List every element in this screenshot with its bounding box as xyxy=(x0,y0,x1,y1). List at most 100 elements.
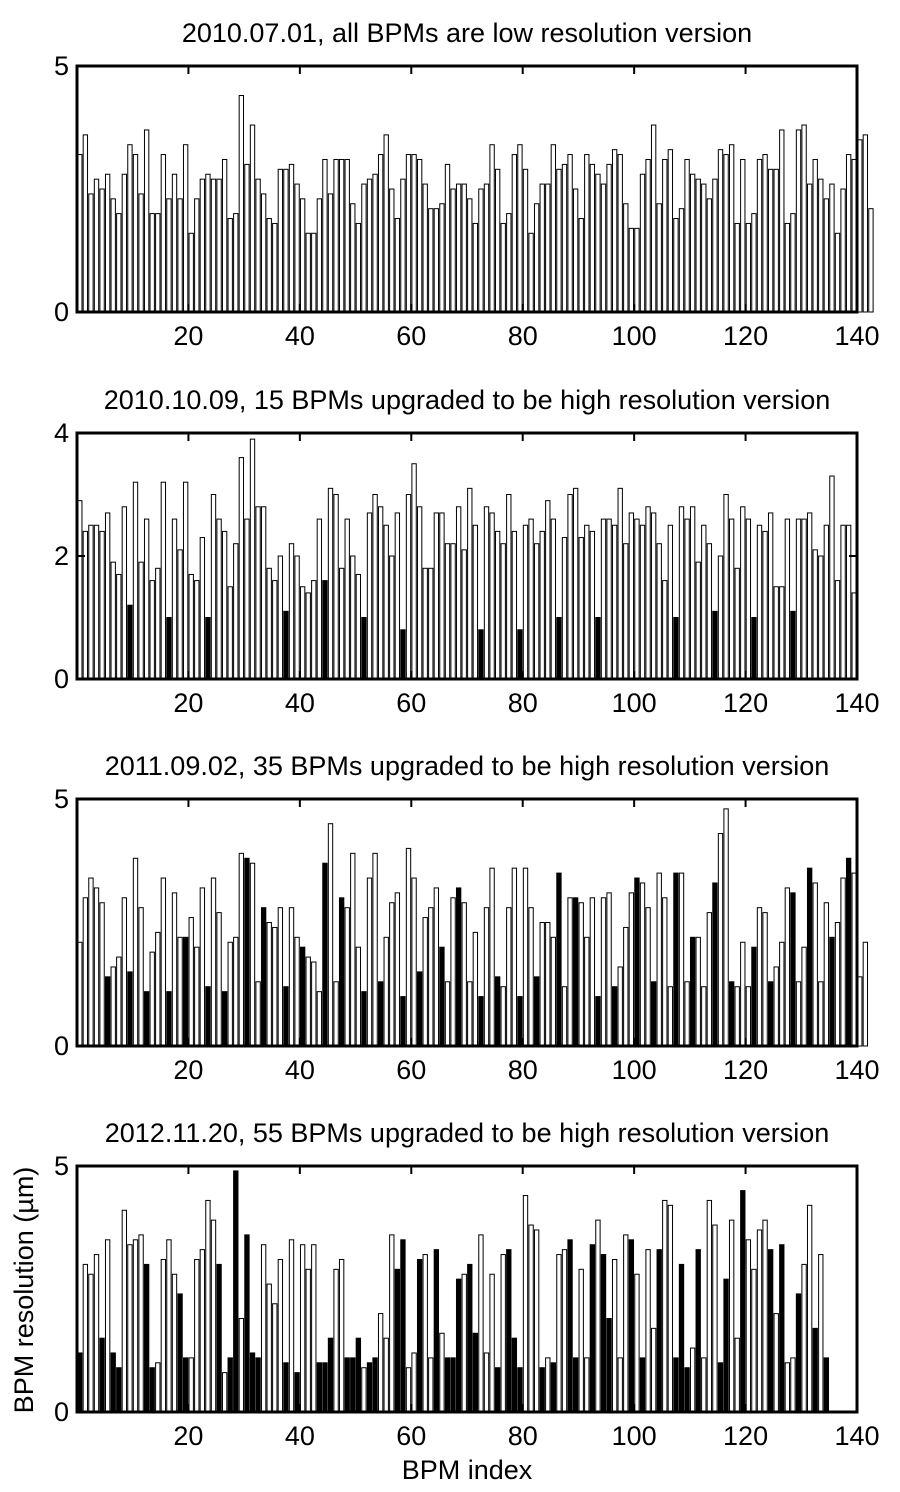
bar-low-resolution-bpm xyxy=(678,872,685,1047)
bar-high-resolution-bpm xyxy=(127,604,133,680)
bar-high-resolution-bpm xyxy=(812,1327,818,1413)
bar-low-resolution-bpm xyxy=(533,203,540,313)
bar-high-resolution-bpm xyxy=(416,1258,423,1413)
bar-low-resolution-bpm xyxy=(205,173,211,313)
bar-low-resolution-bpm xyxy=(361,183,367,313)
bar-low-resolution-bpm xyxy=(177,549,183,680)
bar-low-resolution-bpm xyxy=(840,877,846,1047)
x-tick-label: 100 xyxy=(612,688,657,718)
bar-low-resolution-bpm xyxy=(316,518,323,680)
bar-low-resolution-bpm xyxy=(712,178,718,313)
bar-low-resolution-bpm xyxy=(422,1254,428,1413)
bar-high-resolution-bpm xyxy=(350,1357,356,1413)
bar-low-resolution-bpm xyxy=(439,203,445,313)
bar-low-resolution-bpm xyxy=(82,1263,89,1413)
bar-low-resolution-bpm xyxy=(305,592,311,680)
x-tick-label: 140 xyxy=(834,688,879,718)
bar-high-resolution-bpm xyxy=(283,986,289,1047)
bar-low-resolution-bpm xyxy=(812,882,818,1047)
x-tick-label: 20 xyxy=(173,1421,203,1451)
chart-title: 2012.11.20, 55 BPMs upgraded to be high … xyxy=(105,1118,830,1148)
x-tick-label: 100 xyxy=(612,1421,657,1451)
bar-high-resolution-bpm xyxy=(767,1249,774,1413)
x-tick-label: 60 xyxy=(396,321,426,351)
bar-low-resolution-bpm xyxy=(389,902,395,1047)
bar-low-resolution-bpm xyxy=(355,573,362,680)
bar-low-resolution-bpm xyxy=(88,524,94,680)
bar-low-resolution-bpm xyxy=(840,188,846,313)
bar-low-resolution-bpm xyxy=(662,1199,668,1413)
bar-low-resolution-bpm xyxy=(511,154,518,313)
bar-high-resolution-bpm xyxy=(233,1170,239,1413)
bar-low-resolution-bpm xyxy=(238,1318,245,1413)
bar-low-resolution-bpm xyxy=(143,518,150,680)
bar-low-resolution-bpm xyxy=(260,1244,267,1413)
bar-low-resolution-bpm xyxy=(823,524,830,680)
bar-low-resolution-bpm xyxy=(840,524,846,680)
bar-low-resolution-bpm xyxy=(166,1239,172,1413)
bar-low-resolution-bpm xyxy=(422,917,428,1047)
bar-low-resolution-bpm xyxy=(221,158,228,313)
x-tick-label: 40 xyxy=(285,1421,315,1451)
bar-low-resolution-bpm xyxy=(483,1352,490,1413)
bar-low-resolution-bpm xyxy=(634,518,640,680)
bar-low-resolution-bpm xyxy=(684,158,690,313)
bar-low-resolution-bpm xyxy=(567,154,573,313)
bar-high-resolution-bpm xyxy=(634,877,640,1047)
bar-high-resolution-bpm xyxy=(712,882,718,1047)
bar-low-resolution-bpm xyxy=(801,518,807,680)
bar-low-resolution-bpm xyxy=(439,512,445,680)
bar-low-resolution-bpm xyxy=(678,506,685,680)
bar-low-resolution-bpm xyxy=(104,173,111,313)
bar-high-resolution-bpm xyxy=(104,976,111,1047)
bar-low-resolution-bpm xyxy=(444,163,451,313)
bar-low-resolution-bpm xyxy=(740,158,746,313)
bar-low-resolution-bpm xyxy=(611,524,618,680)
bar-high-resolution-bpm xyxy=(366,1362,373,1413)
bar-low-resolution-bpm xyxy=(550,144,557,313)
bar-low-resolution-bpm xyxy=(416,158,423,313)
bar-low-resolution-bpm xyxy=(160,877,167,1047)
bar-low-resolution-bpm xyxy=(784,1362,791,1413)
bar-high-resolution-bpm xyxy=(322,580,328,680)
bar-low-resolution-bpm xyxy=(138,561,144,680)
x-axis-label: BPM index xyxy=(402,1455,533,1485)
bar-low-resolution-bpm xyxy=(455,183,462,313)
axes-frame xyxy=(75,64,859,314)
bar-low-resolution-bpm xyxy=(149,951,155,1047)
bar-low-resolution-bpm xyxy=(316,991,323,1047)
bar-low-resolution-bpm xyxy=(110,966,116,1047)
bar-low-resolution-bpm xyxy=(322,158,328,313)
bar-low-resolution-bpm xyxy=(355,222,362,313)
bar-low-resolution-bpm xyxy=(667,149,674,313)
bar-low-resolution-bpm xyxy=(400,178,406,313)
bar-low-resolution-bpm xyxy=(701,524,707,680)
y-tick-label: 2 xyxy=(54,541,69,571)
bar-low-resolution-bpm xyxy=(305,956,311,1047)
bar-low-resolution-bpm xyxy=(845,524,852,680)
bar-high-resolution-bpm xyxy=(433,1249,440,1413)
bar-low-resolution-bpm xyxy=(249,124,256,313)
y-tick-label: 5 xyxy=(54,1151,69,1181)
bar-low-resolution-bpm xyxy=(483,506,490,680)
bar-low-resolution-bpm xyxy=(701,183,707,313)
bar-high-resolution-bpm xyxy=(322,1362,328,1413)
bar-low-resolution-bpm xyxy=(405,154,412,313)
bar-low-resolution-bpm xyxy=(511,867,518,1047)
bar-low-resolution-bpm xyxy=(773,168,779,313)
bar-low-resolution-bpm xyxy=(221,1372,228,1413)
bar-low-resolution-bpm xyxy=(550,936,557,1047)
bar-low-resolution-bpm xyxy=(350,852,356,1047)
bar-low-resolution-bpm xyxy=(595,1219,601,1413)
bar-low-resolution-bpm xyxy=(266,922,272,1047)
y-tick-label: 5 xyxy=(54,784,69,814)
bar-high-resolution-bpm xyxy=(517,996,523,1047)
bar-low-resolution-bpm xyxy=(277,907,284,1047)
bar-low-resolution-bpm xyxy=(623,1234,629,1413)
bar-low-resolution-bpm xyxy=(522,524,529,680)
bar-high-resolution-bpm xyxy=(511,1337,518,1413)
bar-low-resolution-bpm xyxy=(662,897,668,1047)
bar-low-resolution-bpm xyxy=(433,887,440,1047)
bar-high-resolution-bpm xyxy=(149,1367,155,1413)
bar-low-resolution-bpm xyxy=(428,907,434,1047)
